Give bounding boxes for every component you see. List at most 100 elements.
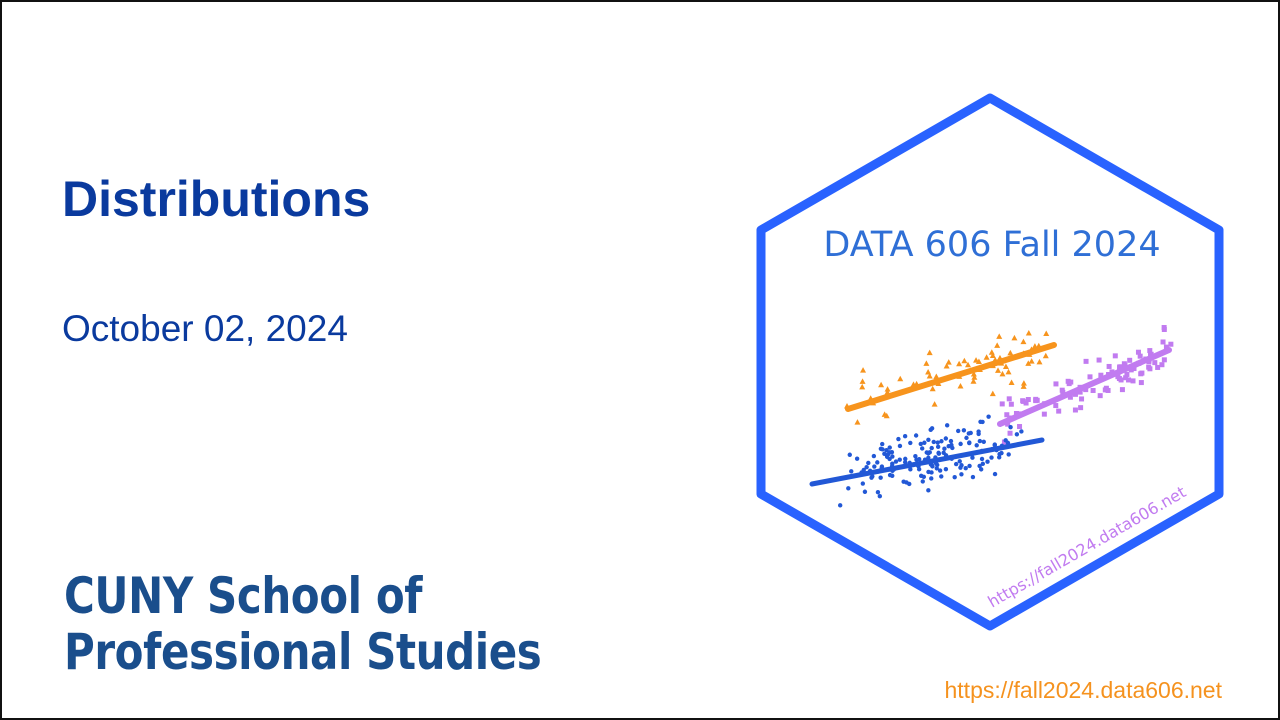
purple-point	[1137, 353, 1143, 359]
purple-point	[1013, 410, 1019, 416]
blue-point	[943, 436, 949, 441]
institution-line-1: CUNY School of	[64, 567, 423, 625]
purple-point	[1004, 412, 1010, 418]
blue-point	[981, 439, 986, 445]
blue-point	[926, 451, 931, 456]
orange-point	[970, 378, 977, 384]
blue-point	[970, 474, 976, 480]
orange-point	[994, 342, 1001, 348]
blue-point	[944, 423, 950, 428]
purple-point	[1159, 362, 1165, 368]
blue-point	[854, 456, 860, 461]
purple-point	[1033, 398, 1039, 404]
blue-point	[952, 474, 957, 480]
blue-point	[964, 435, 969, 441]
purple-point	[1130, 378, 1136, 384]
blue-point	[864, 465, 869, 470]
blue-point	[963, 466, 968, 471]
blue-point	[956, 428, 961, 434]
orange-point	[945, 359, 952, 365]
course-hex-logo: DATA 606 Fall 2024 https://fall2024.data…	[752, 90, 1232, 634]
blue-point	[846, 486, 851, 491]
orange-point	[988, 349, 995, 355]
blue-point	[939, 439, 944, 444]
purple-point	[1087, 374, 1093, 380]
orange-point	[1011, 334, 1018, 341]
orange-point	[995, 367, 1002, 373]
purple-point	[1072, 407, 1078, 413]
purple-point	[1128, 367, 1134, 373]
blue-point	[978, 467, 984, 472]
blue-point	[866, 460, 871, 466]
orange-point	[970, 370, 977, 377]
blue-point	[847, 452, 852, 457]
purple-point	[1161, 325, 1167, 331]
blue-point	[935, 440, 940, 445]
orange-point	[957, 382, 964, 389]
blue-point	[897, 443, 903, 449]
orange-point	[1025, 330, 1032, 336]
orange-point	[971, 374, 978, 380]
orange-point	[1020, 380, 1027, 386]
purple-point	[1112, 353, 1118, 359]
orange-point	[983, 354, 990, 360]
blue-point	[877, 493, 883, 499]
blue-point	[837, 503, 843, 508]
blue-point	[976, 431, 981, 437]
blue-point	[1019, 429, 1024, 434]
blue-point	[948, 438, 954, 444]
purple-point	[1118, 377, 1124, 383]
blue-point	[978, 419, 983, 424]
blue-point	[862, 489, 868, 494]
purple-point	[1017, 424, 1023, 430]
blue-point	[887, 456, 892, 462]
blue-point	[921, 474, 927, 480]
orange-point	[989, 390, 996, 397]
blue-point	[908, 467, 913, 472]
blue-point	[992, 471, 998, 477]
purple-point	[1008, 401, 1014, 407]
purple-point	[1147, 348, 1153, 354]
purple-point	[1098, 372, 1104, 378]
blue-point	[922, 440, 927, 445]
orange-point	[1042, 352, 1049, 359]
purple-point	[1119, 364, 1125, 370]
blue-point	[887, 445, 892, 450]
orange-point	[965, 361, 972, 368]
orange-point	[975, 358, 982, 364]
purple-point	[1135, 349, 1141, 355]
purple-point	[1138, 380, 1144, 386]
blue-point	[968, 430, 973, 436]
orange-trend-line	[845, 342, 1057, 412]
orange-point	[1007, 349, 1014, 356]
orange-point	[925, 369, 932, 375]
purple-point	[1065, 378, 1071, 384]
blue-point	[875, 460, 880, 465]
blue-point	[930, 464, 935, 469]
blue-point	[926, 469, 931, 475]
blue-point	[929, 445, 934, 451]
orange-point	[854, 419, 861, 425]
blue-point	[884, 452, 890, 458]
blue-point	[913, 453, 918, 459]
blue-point	[902, 460, 908, 465]
blue-point	[970, 455, 975, 460]
blue-point	[934, 466, 939, 471]
blue-point	[979, 456, 985, 462]
orange-point	[860, 367, 867, 373]
blue-point	[931, 439, 936, 445]
purple-point	[1083, 358, 1089, 364]
blue-point	[953, 461, 959, 467]
orange-point	[1020, 338, 1027, 345]
blue-point	[860, 481, 866, 486]
blue-point	[977, 438, 983, 444]
blue-point	[929, 476, 934, 481]
blue-point	[896, 436, 901, 442]
blue-point	[967, 463, 972, 469]
purple-point	[1127, 357, 1133, 363]
blue-point	[943, 467, 949, 472]
purple-point	[1025, 397, 1031, 403]
purple-point	[1105, 387, 1111, 393]
blue-point	[893, 459, 899, 464]
